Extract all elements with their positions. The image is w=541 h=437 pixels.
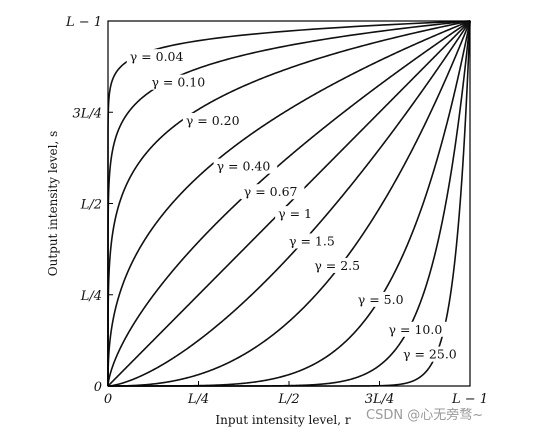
curve-label-bg-5 <box>275 206 318 222</box>
curve-label-bg-1 <box>148 74 213 90</box>
curve-label-bg-2 <box>182 113 247 129</box>
ticks-layer: 0 L/4 L/2 3L/4 L − 1 0 L/4 L/2 3L/4 L − 1 <box>65 15 488 407</box>
y-tick-label-0: 0 <box>94 380 102 395</box>
curve-gamma-4 <box>107 20 471 387</box>
curve-label-bg-0 <box>126 49 191 65</box>
curve-label-bg-3 <box>213 158 278 174</box>
y-tick-label-2: L/2 <box>80 198 102 213</box>
curve-label-bg-6 <box>286 233 343 249</box>
curve-label-10: γ = 25.0 <box>403 347 457 362</box>
curve-label-bg-7 <box>311 257 368 273</box>
curve-label-4: γ = 0.67 <box>244 184 298 199</box>
curve-label-6: γ = 1.5 <box>289 233 335 248</box>
curve-label-bg-4 <box>240 184 305 200</box>
watermark: CSDN @心无旁骛~ <box>366 408 484 423</box>
curve-label-7: γ = 2.5 <box>314 258 360 273</box>
y-tick-label-3: 3L/4 <box>72 106 102 121</box>
curve-label-bg-9 <box>385 321 450 337</box>
y-axis-title: Output intensity level, s <box>46 131 60 277</box>
curve-label-9: γ = 10.0 <box>389 322 443 337</box>
curve-gamma-7 <box>108 20 471 387</box>
y-tick-label-4: L − 1 <box>65 15 102 30</box>
curve-label-bg-10 <box>400 346 464 362</box>
curve-label-5: γ = 1 <box>278 206 312 221</box>
curve-gamma-5 <box>107 20 471 387</box>
x-tick-label-4: L − 1 <box>451 392 488 407</box>
curve-gamma-3 <box>107 20 471 386</box>
curve-label-0: γ = 0.04 <box>130 49 184 64</box>
x-axis-title: Input intensity level, r <box>215 413 350 427</box>
curve-label-bg-8 <box>354 291 412 307</box>
curve-labels-layer: γ = 0.04 γ = 0.10 γ = 0.20 γ = 0.40 γ = 0.67… <box>126 49 464 362</box>
x-tick-label-0: 0 <box>104 392 112 407</box>
x-tick-label-2: L/2 <box>277 392 299 407</box>
y-tick-label-1: L/4 <box>80 289 102 304</box>
curve-label-1: γ = 0.10 <box>151 75 205 90</box>
x-tick-label-1: L/4 <box>187 392 209 407</box>
curve-gamma-6 <box>107 20 471 387</box>
curve-label-3: γ = 0.40 <box>217 159 271 174</box>
x-tick-label-3: 3L/4 <box>365 392 395 407</box>
curve-label-8: γ = 5.0 <box>358 292 404 307</box>
curve-label-2: γ = 0.20 <box>186 113 240 128</box>
